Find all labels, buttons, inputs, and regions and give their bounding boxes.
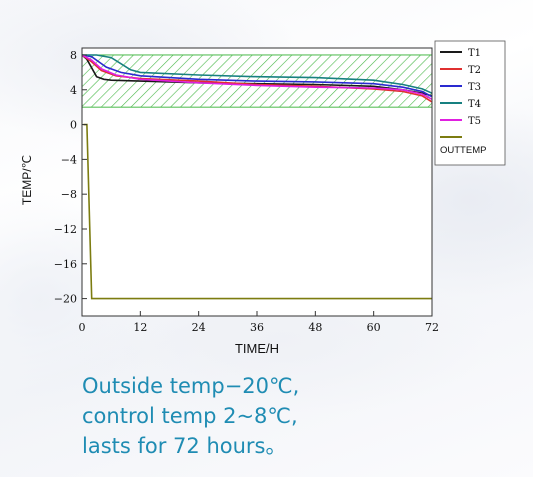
series-line-t5 <box>81 54 433 101</box>
legend-label: T4 <box>468 99 481 110</box>
y-tick-label: 0 <box>70 119 77 132</box>
x-tick-label: 48 <box>308 321 322 334</box>
legend-label: T5 <box>468 116 481 127</box>
y-axis: 8 4 0 −4 −8 −12 −16 −20 <box>54 49 87 306</box>
y-tick-label: −16 <box>54 258 77 271</box>
x-tick-label: 24 <box>192 321 206 334</box>
x-axis: 0 12 24 36 48 60 72 <box>79 311 439 334</box>
y-tick-label: −4 <box>61 153 77 166</box>
caption-line-2: control temp 2~8℃, <box>82 404 298 428</box>
y-tick-label: −12 <box>54 223 77 236</box>
series-line-t3 <box>81 54 433 98</box>
x-tick-label: 60 <box>367 321 381 334</box>
legend-label: T1 <box>468 48 481 59</box>
legend-label: OUTTEMP <box>440 145 486 156</box>
x-tick-label: 36 <box>250 321 264 334</box>
x-tick-label: 0 <box>79 321 86 334</box>
x-axis-label: TIME/H <box>235 341 279 356</box>
series-line-t2 <box>81 54 433 103</box>
x-tick-label: 12 <box>133 321 147 334</box>
caption: Outside temp−20℃, control temp 2~8℃, las… <box>82 371 512 461</box>
y-tick-label: −8 <box>61 188 77 201</box>
caption-line-3: lasts for 72 hours。 <box>82 434 287 458</box>
temperature-chart: 0 12 24 36 48 60 72 840−4−8−12−16−20 TIME/H TE… <box>20 40 506 356</box>
series-line-t4 <box>82 54 433 94</box>
y-axis-label: TEMP/℃ <box>20 155 34 205</box>
y-tick-label: 8 <box>70 49 77 62</box>
y-tick-label: −20 <box>54 293 77 306</box>
x-tick-label: 72 <box>425 321 439 334</box>
legend-label: T3 <box>468 82 481 93</box>
caption-line-1: Outside temp−20℃, <box>82 374 300 398</box>
legend: T1 T2 T3 T4 T5 OUTTEMP <box>434 40 506 166</box>
y-tick-label: 4 <box>70 84 77 97</box>
legend-label: T2 <box>468 65 481 76</box>
